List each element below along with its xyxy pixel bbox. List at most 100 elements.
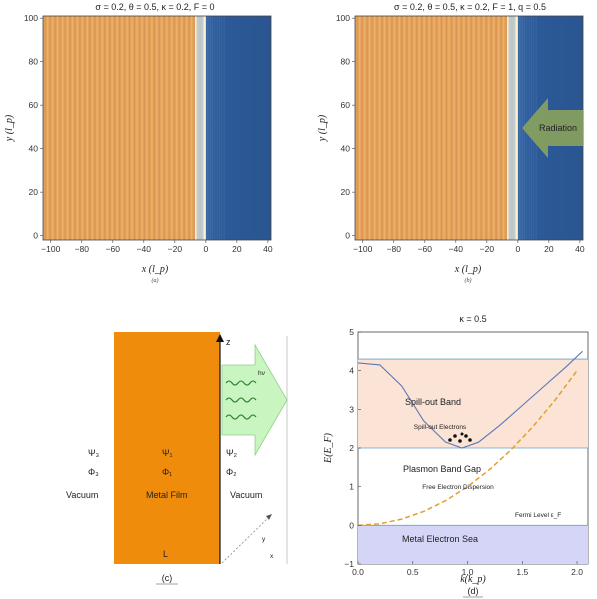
heatmap-stripe: [106, 16, 108, 240]
heatmap-stripe: [56, 16, 59, 240]
y-axis: [221, 515, 271, 564]
metal-sea-region: [358, 525, 588, 564]
x-tick-label: 0.0: [352, 567, 364, 577]
photon-wave-1: [225, 380, 257, 386]
heatmap-stripe: [433, 16, 435, 240]
phi2-label: Φ₂: [226, 467, 237, 477]
psi3-label: Ψ₃: [88, 448, 100, 458]
free-electron-curve: [357, 370, 578, 527]
heatmap-stripe: [505, 16, 507, 240]
heatmap-blue-stripe: [212, 16, 214, 240]
panel-a: σ = 0.2, θ = 0.5, κ = 0.2, F = 0 −100 −80…: [4, 2, 273, 284]
heatmap-blue-stripe: [223, 16, 225, 240]
electron-dot: [448, 438, 452, 442]
heatmap-stripe: [176, 16, 178, 240]
heatmap-stripe: [49, 16, 51, 240]
heatmap-stripe: [74, 16, 76, 240]
heatmap-stripe: [376, 16, 378, 240]
heatmap-stripe: [495, 16, 497, 240]
heatmap-stripe: [373, 16, 376, 240]
heatmap-stripe: [393, 16, 396, 240]
hv-label: hν: [258, 370, 265, 377]
heatmap-stripe: [119, 16, 121, 240]
heatmap-stripe: [86, 16, 88, 240]
heatmap-blue-stripe: [221, 16, 223, 240]
heatmap-stripe: [391, 16, 393, 240]
heatmap-stripe: [51, 16, 54, 240]
panel-a-ticks: −100 −80 −60 −40 −20 0 20 40 0 20 40 60 80 100: [24, 13, 273, 254]
heatmap-stripe: [383, 16, 386, 240]
x-label: x: [270, 553, 274, 560]
heatmap-stripe: [161, 16, 163, 240]
heatmap-stripe: [64, 16, 66, 240]
panel-d-caption: (d): [468, 586, 479, 596]
phi3-label: Φ₃: [88, 467, 99, 477]
electron-dot: [458, 439, 462, 443]
heatmap-blue-stripe: [209, 16, 211, 240]
x-tick-label: −20: [480, 244, 495, 254]
heatmap-stripe: [465, 16, 467, 240]
heatmap-stripe: [398, 16, 400, 240]
y-tick-label: 5: [349, 327, 354, 337]
heatmap-stripe: [485, 16, 487, 240]
heatmap-stripe: [388, 16, 391, 240]
heatmap-stripe: [406, 16, 408, 240]
heatmap-bright-stripe: [203, 16, 206, 240]
heatmap-stripe: [473, 16, 475, 240]
heatmap-stripe: [440, 16, 443, 240]
x-tick-label: 0: [515, 244, 520, 254]
spill-electrons-label: Spill-out Electrons: [414, 424, 467, 431]
free-dispersion-label: Free Electron Dispersion: [422, 484, 494, 491]
heatmap-stripe: [168, 16, 170, 240]
panel-a-heatmap: [43, 16, 271, 240]
vacuum-right: Vacuum: [230, 490, 262, 500]
panel-c-caption: (c): [162, 573, 173, 583]
heatmap-stripe: [171, 16, 173, 240]
heatmap-stripe: [413, 16, 415, 240]
heatmap-stripe: [84, 16, 86, 240]
heatmap-stripe: [493, 16, 495, 240]
y-tick-label: 80: [29, 57, 39, 67]
heatmap-stripe: [498, 16, 500, 240]
heatmap-stripe: [143, 16, 146, 240]
heatmap-stripe: [131, 16, 133, 240]
heatmap-stripe: [500, 16, 502, 240]
heatmap-stripe: [101, 16, 103, 240]
x-tick-label: 1.0: [462, 567, 474, 577]
x-tick-label: 0.5: [407, 567, 419, 577]
y-label: y: [262, 536, 266, 543]
y-tick-label: 20: [341, 187, 351, 197]
photon-wave-2: [225, 397, 257, 403]
heatmap-stripe: [158, 16, 160, 240]
y-tick-label: −1: [344, 559, 354, 569]
heatmap-stripe: [148, 16, 151, 240]
panel-b-ylabel: y (l_p): [317, 114, 328, 142]
heatmap-stripe: [99, 16, 101, 240]
heatmap-stripe: [478, 16, 480, 240]
y-tick-label: 3: [349, 404, 354, 414]
heatmap-stripe: [186, 16, 188, 240]
heatmap-stripe: [445, 16, 448, 240]
heatmap-stripe: [401, 16, 403, 240]
heatmap-stripe: [366, 16, 368, 240]
heatmap-stripe: [483, 16, 485, 240]
spill-band-label: Spill-out Band: [405, 397, 461, 407]
heatmap-stripe: [153, 16, 155, 240]
heatmap-stripe: [71, 16, 74, 240]
x-tick-label: −60: [418, 244, 433, 254]
heatmap-stripe: [47, 16, 49, 240]
heatmap-stripe: [116, 16, 118, 240]
L-label: L: [163, 549, 168, 559]
heatmap-stripe: [44, 16, 46, 240]
psi2-label: Ψ₂: [226, 448, 238, 458]
heatmap-blue-stripe: [519, 16, 521, 240]
y-tick-label: 1: [349, 482, 354, 492]
heatmap-stripe: [69, 16, 71, 240]
heatmap-stripe: [386, 16, 388, 240]
heatmap-stripe: [138, 16, 141, 240]
y-tick-label: 40: [341, 144, 351, 154]
y-arrow-head: [266, 514, 272, 520]
heatmap-bright-stripe: [507, 16, 510, 240]
heatmap-stripe: [359, 16, 361, 240]
heatmap-stripe: [502, 16, 505, 240]
